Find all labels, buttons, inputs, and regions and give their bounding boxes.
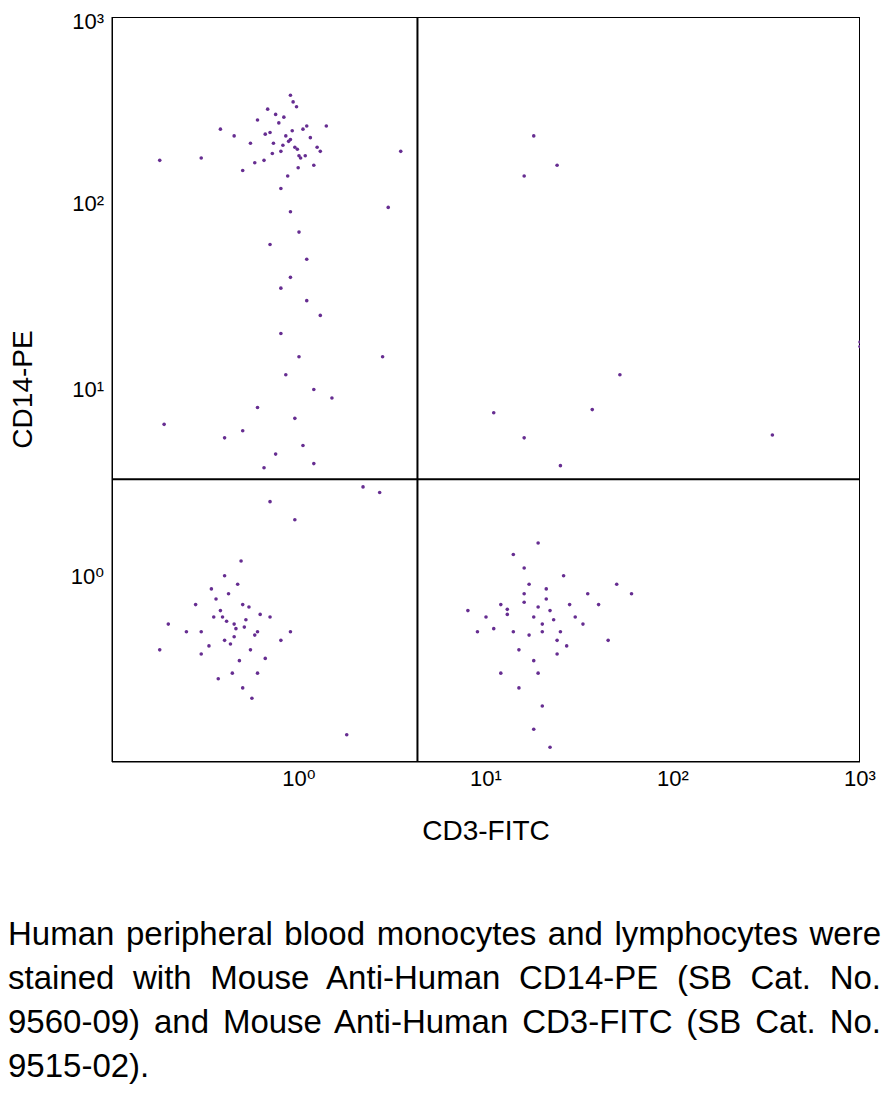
svg-text:10³: 10³ <box>72 9 104 34</box>
svg-text:10¹: 10¹ <box>470 766 502 791</box>
svg-text:CD3-FITC: CD3-FITC <box>422 815 550 842</box>
svg-text:10²: 10² <box>657 766 689 791</box>
svg-text:10⁰: 10⁰ <box>282 766 315 791</box>
svg-text:10²: 10² <box>72 191 104 216</box>
html-text:Human peripheral blood monocyt: Human peripheral blood monocytes and lym… <box>8 915 881 1084</box>
svg-text:10⁰: 10⁰ <box>71 564 104 589</box>
svg-text:CD14-PE: CD14-PE <box>8 330 38 448</box>
svg-text:10¹: 10¹ <box>72 377 104 402</box>
svg-text:10³: 10³ <box>844 766 876 791</box>
